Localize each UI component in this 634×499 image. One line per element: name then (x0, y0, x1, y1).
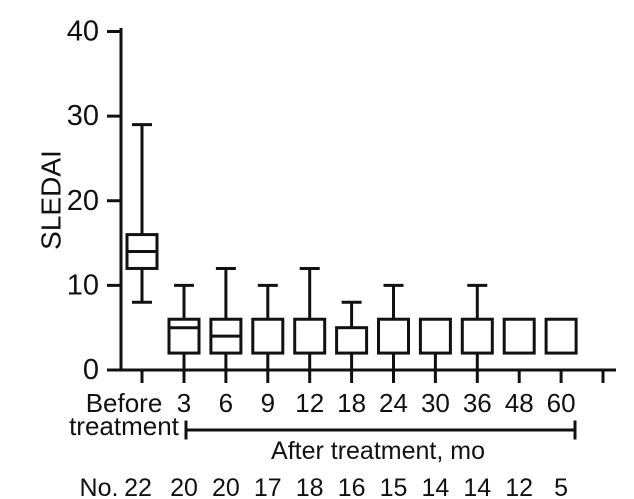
box-24 (377, 317, 410, 355)
y-tick-label-20: 20 (67, 185, 99, 217)
counts-row-label: No. (80, 474, 119, 499)
box-48 (502, 317, 536, 355)
x-tick-label-18: 18 (337, 388, 366, 418)
count-9: 17 (254, 474, 282, 499)
count-before-treatment: 22 (124, 474, 152, 499)
x-tick-label-6: 6 (219, 388, 233, 418)
count-18: 16 (338, 474, 366, 499)
count-30: 14 (421, 474, 449, 499)
box-12 (293, 317, 327, 355)
x-tick-label-24: 24 (379, 388, 408, 418)
y-tick-label-10: 10 (67, 269, 99, 301)
count-3: 20 (170, 474, 198, 499)
box-3 (167, 317, 201, 355)
box-36 (460, 317, 494, 355)
count-48: 12 (505, 474, 533, 499)
count-12: 18 (296, 474, 324, 499)
x-tick-label-48: 48 (505, 388, 534, 418)
x-tick-label-3: 3 (177, 388, 191, 418)
box-18 (335, 326, 369, 355)
x-tick-label-9: 9 (261, 388, 275, 418)
x-tick-label-12: 12 (295, 388, 324, 418)
y-tick-label-30: 30 (67, 100, 99, 132)
x-tick-label-before-treatment-1: Before (86, 388, 163, 418)
y-tick-label-40: 40 (67, 16, 99, 48)
count-60: 5 (554, 474, 568, 499)
box-60 (544, 317, 578, 355)
x-tick-label-36: 36 (463, 388, 492, 418)
after-treatment-bracket-label: After treatment, mo (271, 437, 485, 465)
box-9 (251, 317, 285, 355)
x-tick-label-30: 30 (421, 388, 450, 418)
x-tick-label-before-treatment-2: treatment (69, 411, 180, 441)
y-axis-title: SLEDAI (36, 150, 67, 250)
box-30 (418, 317, 452, 355)
count-6: 20 (212, 474, 240, 499)
y-tick-label-0: 0 (83, 354, 99, 386)
count-36: 14 (463, 474, 491, 499)
count-24: 15 (380, 474, 408, 499)
x-tick-label-60: 60 (547, 388, 576, 418)
